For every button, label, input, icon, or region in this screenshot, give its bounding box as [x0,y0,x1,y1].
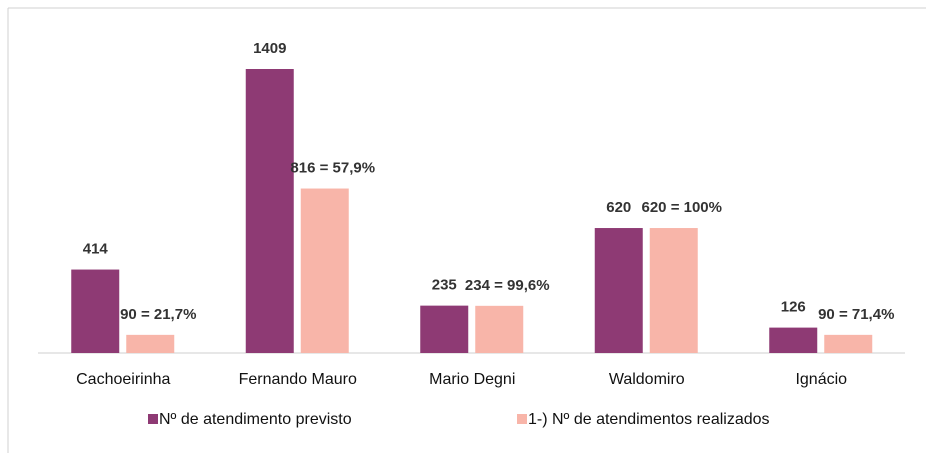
bar [245,69,294,353]
bar [594,228,643,353]
data-label: 234 = 99,6% [465,277,550,294]
x-tick-label: Mario Degni [429,371,515,388]
x-tick-label: Ignácio [795,371,847,388]
bar [300,188,349,353]
data-label: 235 [432,277,457,294]
bar [769,327,818,353]
legend-label: 1-) Nº de atendimentos realizados [528,411,770,428]
data-label: 1409 [253,40,286,57]
bar [824,334,873,353]
data-label: 620 [606,199,631,216]
bar [420,305,469,353]
data-label: 620 = 100% [642,199,723,216]
data-label: 816 = 57,9% [290,159,375,176]
data-label: 90 = 21,7% [120,306,196,323]
x-tick-label: Cachoeirinha [76,371,170,388]
legend-label: Nº de atendimento previsto [159,411,352,428]
data-label: 414 [83,241,109,258]
x-tick-label: Waldomiro [609,371,685,388]
x-tick-label: Fernando Mauro [239,371,357,388]
data-label: 90 = 71,4% [818,306,894,323]
data-label: 126 [781,299,806,316]
bar [126,334,175,353]
bar [71,269,120,353]
bar [649,228,698,353]
legend-swatch [148,414,158,424]
legend-swatch [517,414,527,424]
bar [475,305,524,353]
